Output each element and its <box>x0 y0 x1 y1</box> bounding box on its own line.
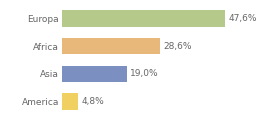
Text: 28,6%: 28,6% <box>163 42 192 51</box>
Bar <box>62 38 160 54</box>
Text: 47,6%: 47,6% <box>228 14 257 23</box>
Bar <box>62 10 225 27</box>
Text: 19,0%: 19,0% <box>130 69 159 78</box>
Bar <box>62 66 127 82</box>
Bar <box>62 93 78 110</box>
Text: 4,8%: 4,8% <box>81 97 104 106</box>
